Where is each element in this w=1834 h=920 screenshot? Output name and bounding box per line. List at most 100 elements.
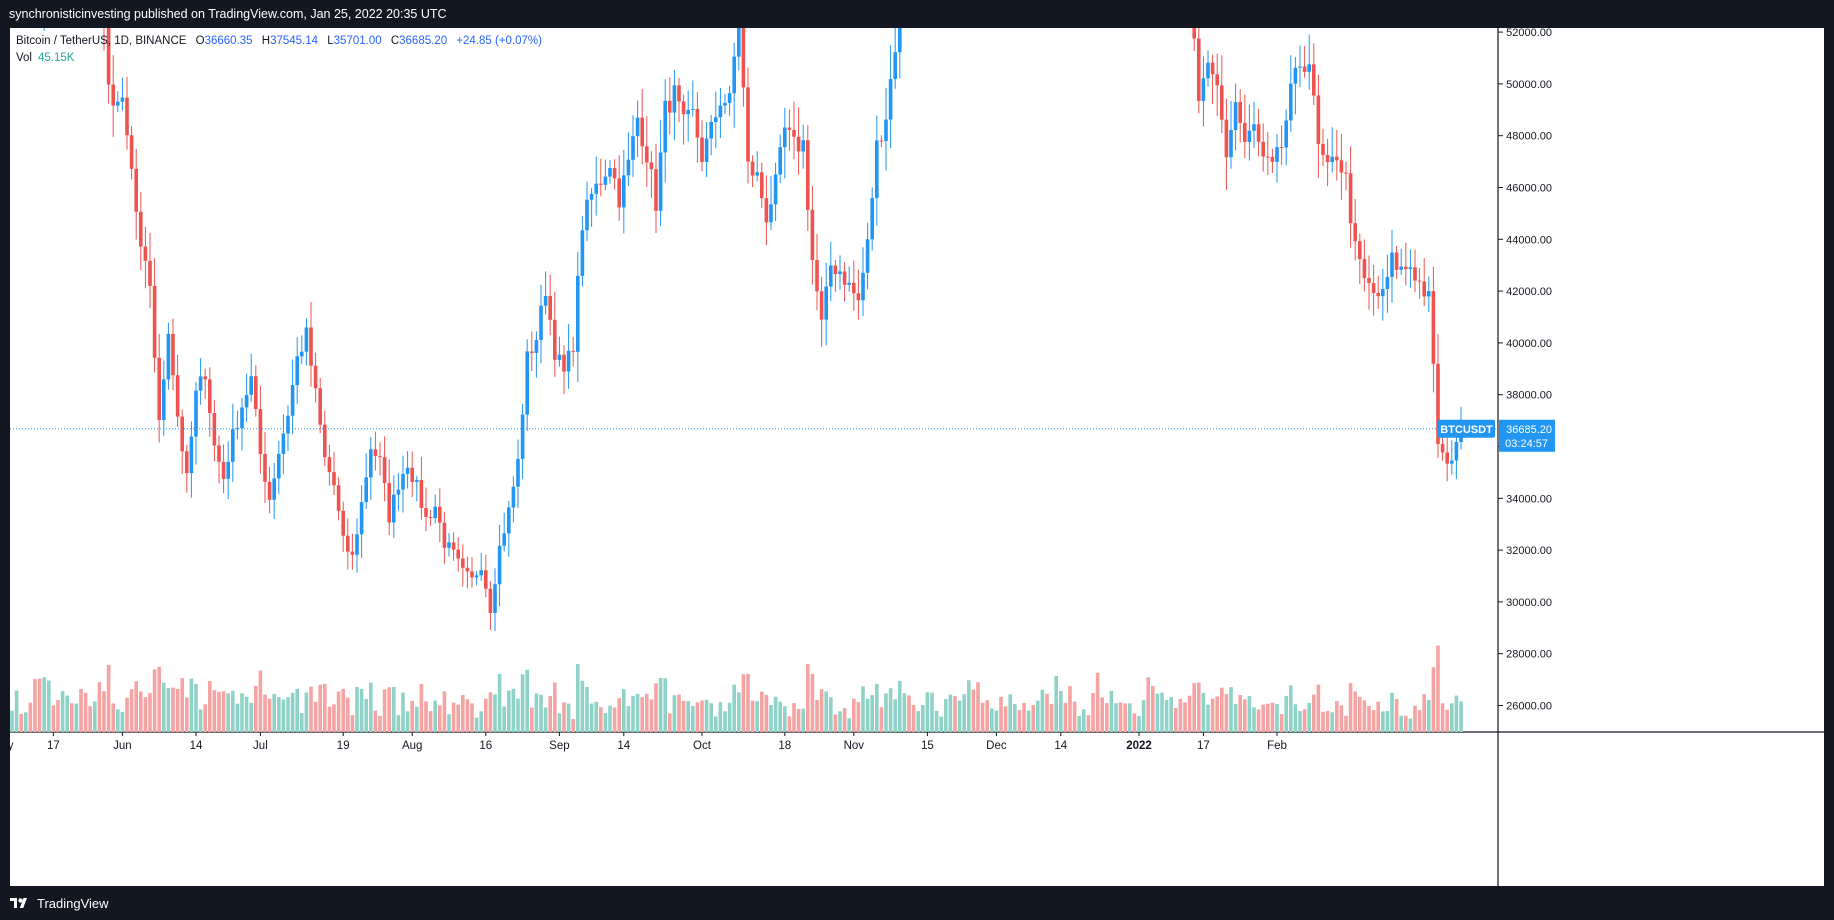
candle-body	[898, 28, 902, 53]
volume-bar	[1399, 715, 1403, 732]
publish-info-text: synchronisticinvesting published on Trad…	[9, 7, 447, 21]
chart-panel[interactable]: Bitcoin / TetherUS, 1D, BINANCE O36660.3…	[10, 28, 1824, 886]
candle-body	[120, 97, 125, 102]
candle-body	[378, 456, 382, 458]
candle-body	[1252, 124, 1256, 131]
volume-bar	[497, 673, 502, 732]
candle-body	[640, 117, 644, 147]
volume-bar	[396, 715, 401, 732]
volume-bar	[79, 689, 83, 732]
volume-bar	[493, 694, 497, 732]
volume-bar	[1307, 703, 1311, 732]
volume-bar	[948, 694, 953, 732]
volume-bar	[428, 711, 433, 732]
volume-bar	[815, 699, 819, 732]
volume-bar	[847, 718, 851, 732]
volume-bar	[488, 692, 493, 732]
volume-bar	[599, 707, 603, 732]
x-tick-label: Oct	[693, 740, 712, 752]
candle-body	[727, 93, 732, 103]
candle-body	[1362, 259, 1367, 279]
candle-body	[470, 571, 474, 578]
candle-body	[507, 507, 511, 534]
candle-body	[1270, 157, 1275, 162]
candle-body	[1192, 28, 1196, 39]
volume-bar	[856, 702, 861, 732]
candle-body	[1394, 252, 1399, 270]
volume-bar	[1224, 694, 1229, 732]
candle-body	[442, 522, 447, 548]
candle-body	[1445, 452, 1449, 464]
volume-bar	[139, 691, 143, 732]
symbol-legend: Bitcoin / TetherUS, 1D, BINANCE O36660.3…	[16, 35, 542, 47]
candle-body	[594, 183, 598, 194]
volume-bar	[125, 697, 129, 732]
candle-body	[801, 140, 805, 152]
volume-bar	[631, 696, 635, 732]
volume-bar	[525, 669, 529, 732]
volume-bar	[612, 707, 617, 732]
volume-bar	[194, 683, 198, 732]
candle-body	[534, 340, 539, 353]
candle-body	[1220, 85, 1224, 120]
symbol-price-tag	[1438, 419, 1495, 438]
candle-body	[1381, 289, 1385, 297]
volume-bar	[1353, 691, 1357, 732]
volume-bar	[1293, 704, 1298, 732]
x-tick-label: Jul	[253, 740, 268, 752]
volume-bar	[1169, 697, 1173, 732]
candle-body	[194, 390, 198, 437]
volume-bar	[1367, 705, 1371, 732]
volume-bar	[1344, 715, 1348, 732]
candle-body	[796, 136, 801, 152]
candle-body	[1367, 278, 1371, 284]
candle-body	[226, 461, 230, 479]
volume-bar	[1072, 701, 1077, 732]
volume-bar	[1266, 703, 1270, 732]
candle-body	[438, 506, 442, 523]
volume-bar	[727, 702, 732, 732]
volume-bar	[1358, 696, 1362, 732]
x-tick-label: 17	[47, 740, 60, 752]
volume-bar	[162, 682, 166, 732]
volume-bar	[438, 705, 442, 732]
candle-body	[580, 230, 585, 276]
candle-body	[125, 97, 129, 136]
volume-bar	[254, 685, 258, 732]
y-tick-label: 28000.00	[1506, 649, 1552, 661]
volume-bar	[663, 678, 667, 732]
candle-body	[244, 394, 249, 408]
volume-bar	[507, 690, 511, 732]
price-chart[interactable]: 72000.0070000.0068000.0066000.0064000.00…	[10, 28, 1824, 886]
volume-bar	[769, 704, 773, 732]
volume-bar	[1422, 694, 1426, 732]
candle-body	[396, 489, 401, 495]
candle-body	[829, 265, 833, 287]
candle-body	[493, 584, 497, 613]
candle-body	[1224, 119, 1229, 158]
volume-bar	[939, 716, 943, 732]
candle-body	[718, 105, 723, 118]
tradingview-brand[interactable]: TradingView	[10, 895, 109, 911]
volume-bar	[1238, 695, 1242, 732]
volume-bar	[1215, 696, 1219, 732]
volume-bar	[1321, 711, 1325, 732]
volume-bar	[967, 680, 971, 732]
symbol-title[interactable]: Bitcoin / TetherUS, 1D, BINANCE	[16, 35, 187, 47]
x-tick-label: ay	[10, 740, 14, 752]
volume-bar	[1077, 715, 1081, 732]
volume-bar	[686, 701, 690, 732]
volume-bar	[235, 703, 240, 732]
volume-bar	[819, 689, 824, 732]
volume-bar	[1160, 692, 1164, 732]
volume-bar	[732, 684, 736, 732]
volume-label[interactable]: Vol	[16, 52, 32, 64]
volume-bar	[608, 705, 612, 732]
volume-bar	[1049, 703, 1054, 732]
candle-body	[359, 502, 364, 535]
volume-bar	[198, 709, 203, 732]
volume-bar	[157, 666, 161, 732]
candle-body	[1247, 130, 1252, 142]
volume-bar	[925, 692, 930, 732]
candle-body	[617, 178, 621, 208]
